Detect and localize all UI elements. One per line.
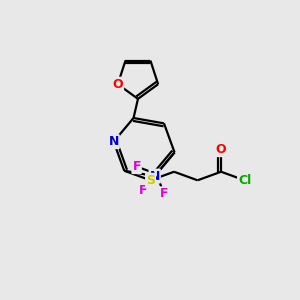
Text: O: O [216,143,226,156]
Text: F: F [132,160,141,173]
Text: N: N [149,169,160,183]
Text: Cl: Cl [238,174,251,187]
Text: N: N [109,135,119,148]
Text: O: O [112,78,123,91]
Text: S: S [146,174,155,187]
Text: F: F [160,187,168,200]
Text: F: F [139,184,147,196]
